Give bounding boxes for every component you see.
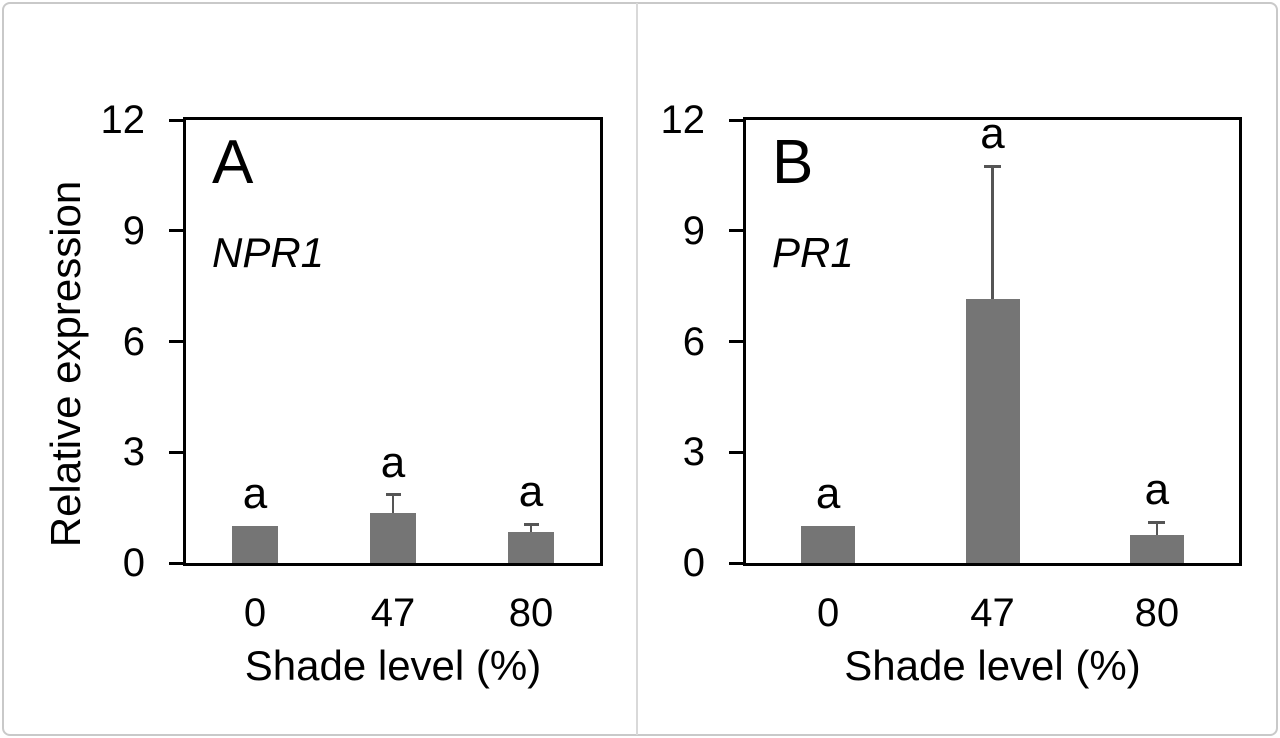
x-axis-title-panel-b: Shade level (%) <box>844 642 1141 689</box>
y-axis-tick-label: 9 <box>682 208 705 253</box>
y-axis-tick <box>729 561 743 565</box>
y-axis-tick-label: 3 <box>122 430 145 475</box>
x-axis-tick-label: 47 <box>970 591 1015 635</box>
x-axis-title-panel-a: Shade level (%) <box>244 642 542 689</box>
y-axis-tick <box>729 450 743 454</box>
error-bar-cap <box>1148 520 1166 524</box>
error-bar-cap <box>984 164 1001 168</box>
y-axis-tick <box>169 561 183 565</box>
y-axis-tick-label: 9 <box>122 208 145 253</box>
panel-divider <box>636 3 638 735</box>
y-axis-tick-label: 0 <box>122 541 145 585</box>
gene-label-pr1: PR1 <box>772 229 854 276</box>
y-axis-tick <box>729 118 743 122</box>
y-axis-tick <box>169 450 183 454</box>
error-bar-line <box>391 494 395 514</box>
x-axis-tick-label: 80 <box>508 591 554 635</box>
y-axis-tick-label: 12 <box>100 98 146 142</box>
bar <box>801 526 856 563</box>
panel-letter-b: B <box>772 128 814 197</box>
y-axis-tick <box>729 340 743 343</box>
y-axis-tick <box>729 229 743 233</box>
y-axis-tick-label: 12 <box>660 98 706 142</box>
error-bar-cap <box>385 493 401 497</box>
x-axis-tick-label: 80 <box>1134 591 1180 635</box>
y-axis-tick-label: 0 <box>682 541 705 585</box>
y-axis-tick-label: 6 <box>682 319 705 364</box>
significance-letter: a <box>980 109 1005 159</box>
plot-area-panel-a: A NPR1 0 3 6 9 12 a 0 a 47 a 80 <box>101 100 603 633</box>
y-axis-tick <box>169 229 183 233</box>
y-axis-tick <box>169 118 183 122</box>
y-axis-tick-label: 3 <box>682 430 705 475</box>
bar <box>965 299 1020 563</box>
bar <box>232 526 278 563</box>
bar <box>1129 535 1184 563</box>
bar <box>370 513 416 563</box>
error-bar-line <box>1155 522 1159 536</box>
x-axis-tick-label: 47 <box>370 591 416 635</box>
bar <box>508 531 554 563</box>
significance-letter: a <box>242 469 268 519</box>
significance-letter: a <box>1144 465 1170 515</box>
panel-letter-a: A <box>212 128 254 197</box>
significance-letter: a <box>518 467 544 517</box>
x-axis-tick-label: 0 <box>817 591 840 635</box>
significance-letter: a <box>380 437 406 487</box>
plot-area-panel-b: B PR1 0 3 6 9 12 a 0 a 47 a 80 <box>661 100 1242 633</box>
significance-letter: a <box>815 469 841 519</box>
gene-label-npr1: NPR1 <box>212 229 325 276</box>
y-axis-tick <box>169 340 183 343</box>
error-bar-cap <box>523 522 539 526</box>
error-bar-line <box>991 166 994 300</box>
y-axis-tick-label: 6 <box>122 319 145 364</box>
error-bar-line <box>529 524 533 532</box>
x-axis-tick-label: 0 <box>243 591 267 635</box>
